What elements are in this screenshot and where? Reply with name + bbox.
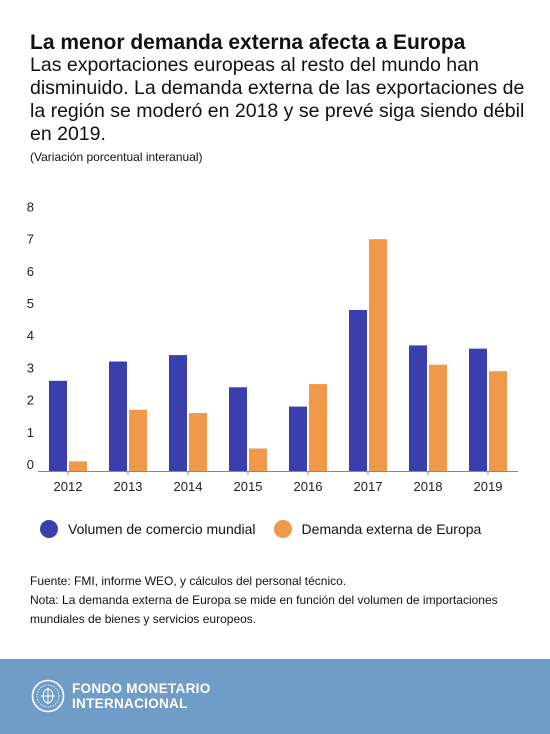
y-tick-label: 8 bbox=[27, 199, 34, 214]
y-tick-label: 4 bbox=[27, 328, 34, 343]
legend-label-series-1: Volumen de comercio mundial bbox=[68, 521, 256, 537]
x-tick-label: 2016 bbox=[294, 479, 323, 494]
note-text: Nota: La demanda externa de Europa se mi… bbox=[30, 593, 498, 626]
chart-title: La menor demanda externa afecta a Europa bbox=[30, 31, 466, 54]
x-tick-label: 2018 bbox=[414, 479, 443, 494]
y-tick-label: 5 bbox=[27, 296, 34, 311]
bar-series-2-2014 bbox=[189, 413, 207, 471]
y-tick-label: 1 bbox=[27, 425, 34, 440]
x-tick-label: 2017 bbox=[354, 479, 383, 494]
x-tick-label: 2012 bbox=[54, 479, 83, 494]
bar-series-2-2018 bbox=[429, 364, 447, 471]
bar-series-2-2016 bbox=[309, 384, 327, 471]
chart-legend: Volumen de comercio mundial Demanda exte… bbox=[40, 520, 499, 538]
bar-series-1-2017 bbox=[349, 310, 367, 471]
legend-item-series-2: Demanda externa de Europa bbox=[273, 520, 482, 538]
legend-swatch-series-2 bbox=[273, 520, 292, 538]
legend-swatch-series-1 bbox=[40, 520, 58, 538]
bar-series-1-2016 bbox=[289, 406, 307, 471]
legend-label-series-2: Demanda externa de Europa bbox=[301, 521, 482, 537]
legend-item-series-1: Volumen de comercio mundial bbox=[40, 520, 256, 538]
bar-chart: 0 1 2 3 4 5 6 7 8 2012 2013 2014 2015 2016 2017 2018 201… bbox=[27, 199, 518, 494]
bar-series-1-2013 bbox=[109, 361, 127, 471]
bar-series-1-2018 bbox=[409, 345, 427, 471]
bar-series-2-2019 bbox=[489, 371, 507, 471]
y-tick-label: 6 bbox=[27, 264, 34, 279]
org-name: FONDO MONETARIO INTERNACIONAL bbox=[72, 681, 211, 711]
bar-series-2-2015 bbox=[249, 448, 267, 471]
bar-series-1-2015 bbox=[229, 387, 247, 471]
imf-seal-icon bbox=[31, 679, 65, 713]
org-name-line-2: INTERNACIONAL bbox=[72, 696, 188, 711]
x-tick-label: 2015 bbox=[234, 479, 263, 494]
bar-series-2-2012 bbox=[69, 461, 87, 471]
bar-series-1-2012 bbox=[49, 380, 67, 471]
bar-series-2-2013 bbox=[129, 409, 147, 471]
footer-bar: FONDO MONETARIO INTERNACIONAL bbox=[0, 659, 550, 734]
bar-series-1-2019 bbox=[469, 348, 487, 471]
source-text: Fuente: FMI, informe WEO, y cálculos del… bbox=[30, 574, 347, 588]
y-tick-label: 3 bbox=[27, 360, 34, 375]
org-name-line-1: FONDO MONETARIO bbox=[72, 681, 211, 696]
bar-series-2-2017 bbox=[369, 239, 387, 471]
unit-note: (Variación porcentual interanual) bbox=[30, 150, 203, 164]
source-notes: Fuente: FMI, informe WEO, y cálculos del… bbox=[30, 572, 530, 629]
y-tick-label: 2 bbox=[27, 393, 34, 408]
x-tick-label: 2013 bbox=[114, 479, 143, 494]
y-tick-label: 7 bbox=[27, 232, 34, 247]
bar-series-1-2014 bbox=[169, 355, 187, 471]
x-tick-label: 2014 bbox=[174, 479, 203, 494]
y-tick-label: 0 bbox=[27, 457, 34, 472]
x-tick-label: 2019 bbox=[474, 479, 503, 494]
chart-subtitle: Las exportaciones europeas al resto del … bbox=[30, 54, 525, 145]
